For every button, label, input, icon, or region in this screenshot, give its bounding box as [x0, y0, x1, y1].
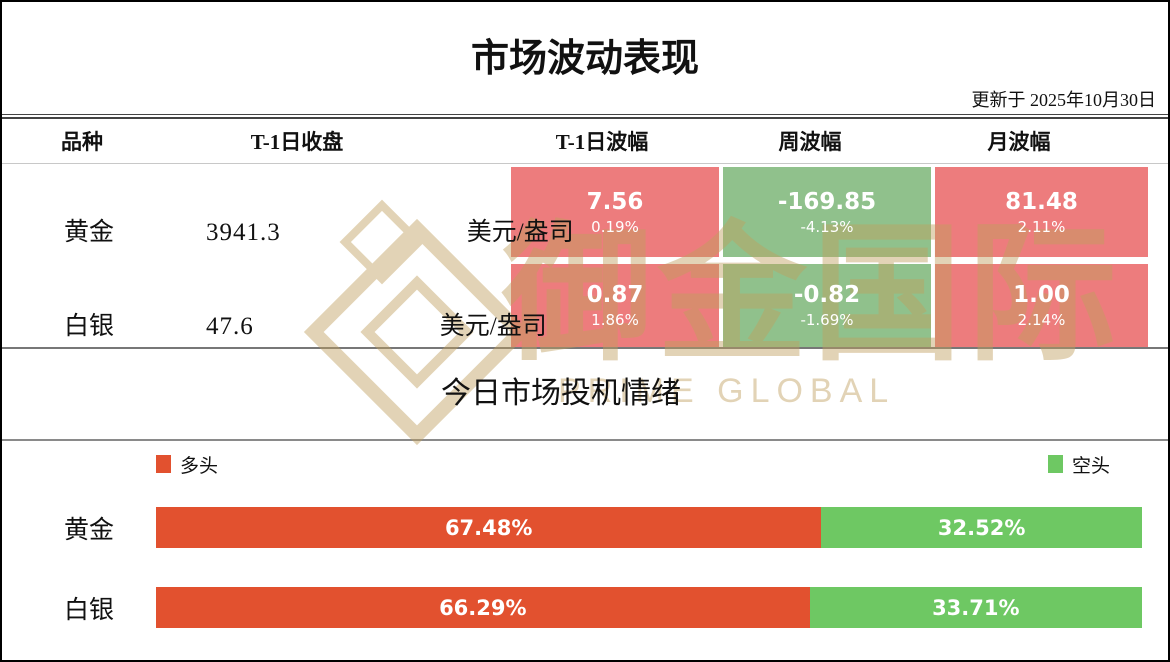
range-value: 0.87: [586, 282, 644, 308]
long-segment: 66.29%: [156, 587, 810, 628]
col-header-t1-range: T-1日波幅: [555, 130, 649, 154]
updated-label: 更新于: [971, 90, 1026, 110]
range-percent: 2.11%: [1017, 217, 1066, 236]
close-value: 3941.3: [206, 219, 281, 246]
header-divider: [2, 114, 1168, 119]
month-range-cell: 81.48 2.11%: [935, 167, 1148, 257]
col-header-close: T-1日收盘: [250, 130, 344, 154]
week-range-cell: -0.82 -1.69%: [723, 264, 931, 347]
bar-label: 黄金: [64, 516, 115, 544]
range-value: 7.56: [586, 188, 644, 215]
legend-short-label: 空头: [1071, 455, 1110, 477]
short-segment: 32.52%: [821, 507, 1142, 548]
range-percent: 1.86%: [591, 311, 639, 329]
commodity-name: 白银: [64, 312, 115, 340]
bar-label: 白银: [64, 596, 115, 624]
long-percent-label: 66.29%: [439, 595, 527, 620]
stacked-bar: 66.29% 33.71%: [156, 587, 1142, 628]
long-segment: 67.48%: [156, 507, 822, 548]
long-percent-label: 67.48%: [444, 515, 533, 540]
range-value: 81.48: [1005, 188, 1078, 215]
updated-date: 2025年10月30日: [1030, 90, 1156, 110]
close-unit: 美元/盎司: [439, 312, 547, 340]
range-percent: -1.69%: [800, 311, 854, 329]
sentiment-bar-row-gold: 黄金 67.48% 32.52%: [2, 507, 1168, 548]
sentiment-section-title: 今日市场投机情绪: [441, 377, 681, 410]
table-header-divider: [2, 163, 1168, 164]
range-value: -0.82: [793, 282, 861, 308]
range-value: -169.85: [777, 188, 877, 215]
t1-range-cell: 7.56 0.19%: [511, 167, 719, 257]
sentiment-bar-row-silver: 白银 66.29% 33.71%: [2, 587, 1168, 628]
commodity-name: 黄金: [64, 219, 115, 246]
section-divider-bottom: [2, 439, 1168, 441]
short-swatch-icon: [1047, 455, 1063, 473]
long-swatch-icon: [156, 455, 171, 473]
legend-long-label: 多头: [180, 455, 219, 477]
short-percent-label: 32.52%: [937, 515, 1026, 540]
t1-range-cell: 0.87 1.86%: [511, 264, 719, 347]
col-header-month-range: 月波幅: [987, 130, 1051, 154]
section-divider-top: [2, 347, 1168, 349]
col-header-week-range: 周波幅: [778, 130, 842, 154]
range-percent: -4.13%: [800, 217, 854, 236]
short-percent-label: 33.71%: [932, 595, 1020, 620]
stacked-bar: 67.48% 32.52%: [156, 507, 1142, 548]
range-value: 1.00: [1013, 282, 1070, 308]
legend-long: 多头: [156, 452, 219, 477]
table-header-row: 品种 T-1日收盘 T-1日波幅 周波幅 月波幅: [2, 120, 1168, 164]
range-percent: 0.19%: [591, 217, 639, 236]
short-segment: 33.71%: [809, 587, 1142, 628]
updated-timestamp: 更新于 2025年10月30日: [972, 86, 1157, 112]
legend-short: 空头: [1047, 452, 1110, 477]
table-row-silver: 白银 47.6 美元/盎司 0.87 1.86% -0.82 -1.69% 1.…: [2, 262, 1168, 349]
week-range-cell: -169.85 -4.13%: [723, 167, 931, 257]
close-unit: 美元/盎司: [466, 219, 574, 246]
month-range-cell: 1.00 2.14%: [935, 264, 1148, 347]
range-percent: 2.14%: [1017, 311, 1066, 329]
close-value: 47.6: [206, 312, 254, 340]
col-header-variety: 品种: [61, 130, 103, 154]
page-title: 市场波动表现: [470, 38, 699, 80]
table-row-gold: 黄金 3941.3 美元/盎司 7.56 0.19% -169.85 -4.13…: [2, 165, 1168, 259]
